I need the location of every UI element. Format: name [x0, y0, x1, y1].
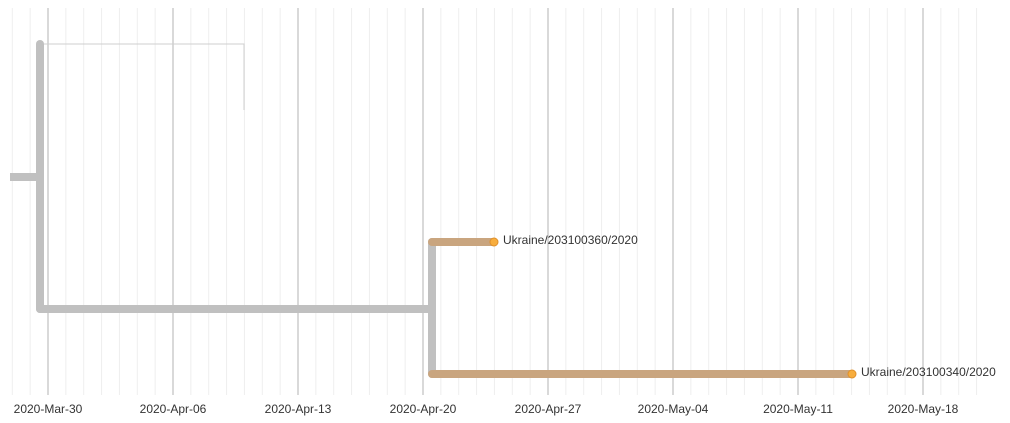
x-tick-label: 2020-May-04 — [638, 402, 709, 416]
x-tick-label: 2020-May-11 — [763, 402, 833, 416]
x-tick-label: 2020-Apr-13 — [265, 402, 332, 416]
x-tick-label: 2020-Apr-06 — [140, 402, 207, 416]
tip-label: Ukraine/203100340/2020 — [861, 365, 996, 379]
tip-node[interactable] — [847, 369, 857, 379]
tip-label: Ukraine/203100360/2020 — [503, 233, 638, 247]
branch-thin — [44, 43, 245, 110]
tip-node[interactable] — [489, 237, 499, 247]
x-tick-label: 2020-Apr-20 — [390, 402, 457, 416]
grid — [11, 8, 978, 395]
x-tick-label: 2020-May-18 — [888, 402, 959, 416]
x-tick-label: 2020-Apr-27 — [515, 402, 582, 416]
x-tick-label: 2020-Mar-30 — [14, 402, 83, 416]
